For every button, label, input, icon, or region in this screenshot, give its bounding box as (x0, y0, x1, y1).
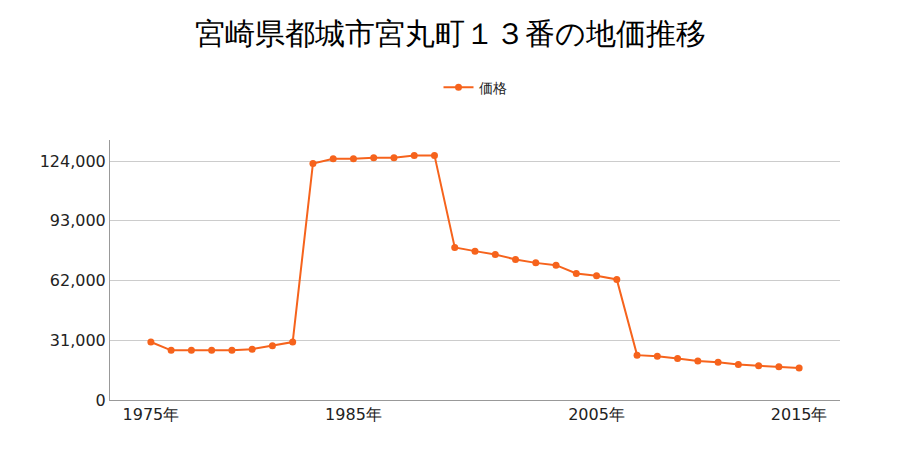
svg-text:1975年: 1975年 (123, 405, 180, 424)
svg-text:価格: 価格 (479, 80, 507, 96)
svg-text:0: 0 (96, 391, 106, 410)
svg-text:62,000: 62,000 (50, 271, 106, 290)
svg-text:1985年: 1985年 (325, 405, 382, 424)
svg-text:2005年: 2005年 (568, 405, 625, 424)
svg-text:124,000: 124,000 (40, 152, 106, 171)
svg-text:宮崎県都城市宮丸町１３番の地価推移: 宮崎県都城市宮丸町１３番の地価推移 (195, 16, 706, 51)
svg-text:31,000: 31,000 (50, 331, 106, 350)
svg-text:93,000: 93,000 (50, 211, 106, 230)
svg-text:2015年: 2015年 (771, 405, 828, 424)
